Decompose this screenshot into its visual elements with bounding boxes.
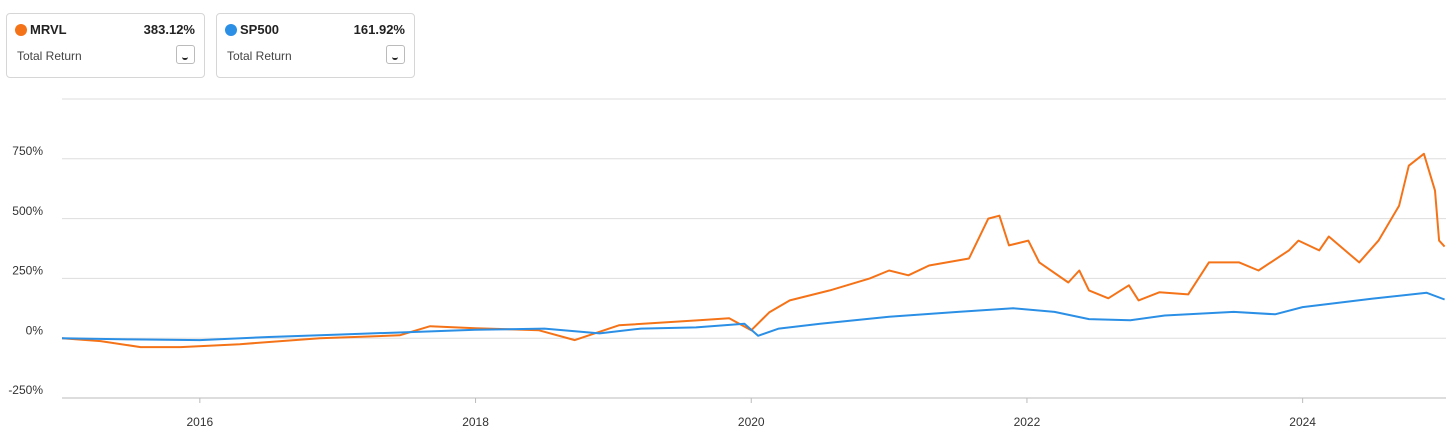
legend-label: SP500: [240, 22, 280, 37]
series-line: [61, 152, 1446, 349]
y-tick-label: -250%: [8, 383, 43, 397]
x-tick-label: 2024: [1289, 415, 1316, 429]
metric-label: Total Return: [227, 49, 292, 63]
return-value: 161.92%: [353, 22, 405, 37]
x-tick-label: 2018: [462, 415, 489, 429]
y-tick-label: 250%: [12, 264, 43, 278]
metric-label: Total Return: [17, 49, 82, 63]
y-tick-label: 0%: [26, 323, 44, 337]
legend-swatch: [225, 24, 237, 36]
y-tick-label: 750%: [12, 144, 43, 158]
dropdown-button[interactable]: [386, 45, 405, 64]
dropdown-button[interactable]: [176, 45, 195, 64]
x-tick-label: 2016: [186, 415, 213, 429]
x-tick-label: 2022: [1014, 415, 1041, 429]
legend-label: MRVL: [30, 22, 67, 37]
return-value: 383.12%: [143, 22, 195, 37]
legend-swatch: [15, 24, 27, 36]
x-tick-label: 2020: [738, 415, 765, 429]
series-line: [61, 291, 1445, 342]
y-tick-label: 500%: [12, 204, 43, 218]
legend-card[interactable]: SP500 161.92% Total Return: [216, 13, 415, 78]
legend-card[interactable]: MRVL 383.12% Total Return: [6, 13, 205, 78]
